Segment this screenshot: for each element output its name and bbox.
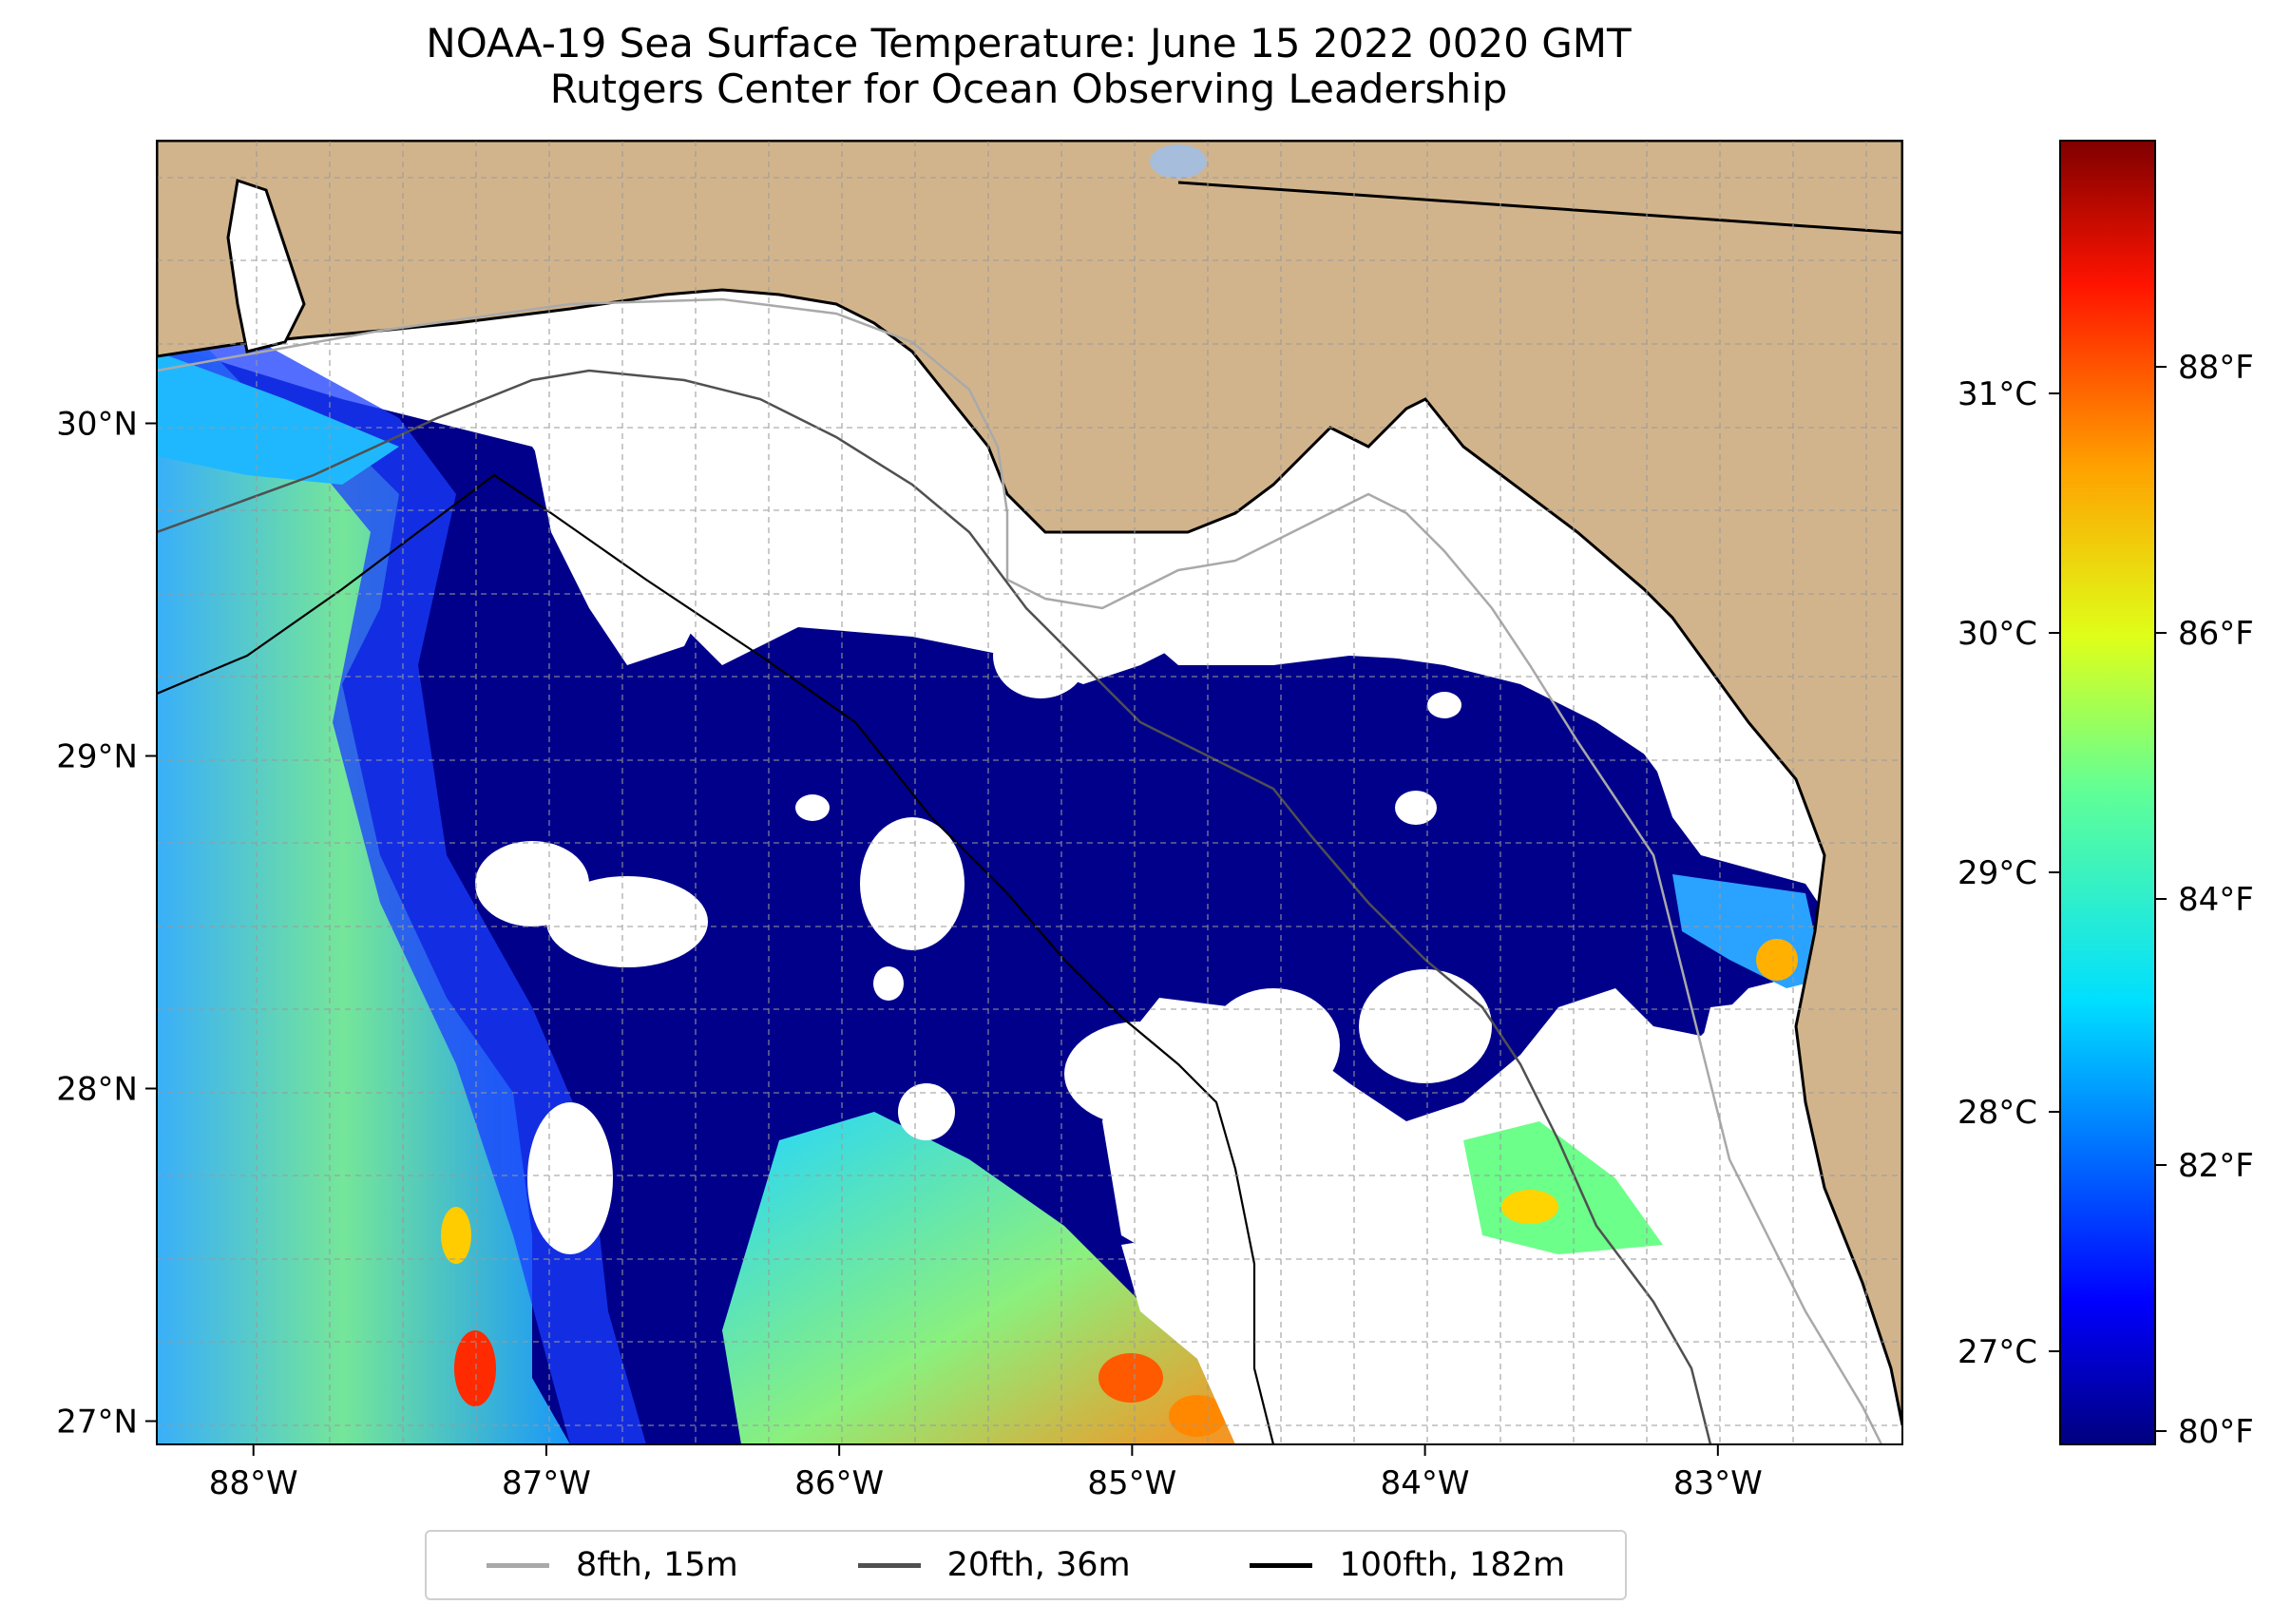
sst-hotspot-2 <box>441 1207 471 1264</box>
x-tick-label: 86°W <box>794 1464 884 1502</box>
y-tick-label: 27°N <box>56 1404 138 1442</box>
legend-item: 8fth, 15m <box>486 1546 738 1584</box>
colorbar-fahrenheit-ticks: 88°F 86°F 84°F 82°F 80°F <box>2155 349 2254 1451</box>
cloud-patch-3 <box>860 817 965 950</box>
mobile-bay <box>226 179 306 353</box>
cloud-patch-5 <box>1207 988 1340 1102</box>
contour-8fth <box>157 297 1883 1444</box>
y-tick-label: 30°N <box>56 406 138 444</box>
legend-label: 100fth, 182m <box>1339 1546 1566 1584</box>
cloud-patch-4 <box>1064 1022 1216 1126</box>
cb-f-tick-label: 84°F <box>2178 881 2254 919</box>
cloud-patch-southcentral <box>1121 1226 1634 1444</box>
legend-label: 20fth, 36m <box>946 1546 1131 1584</box>
legend-item: 20fth, 36m <box>857 1546 1131 1584</box>
colorbar <box>2059 140 2156 1445</box>
chart-title: NOAA-19 Sea Surface Temperature: June 15… <box>157 21 1900 112</box>
sst-hotspot-1 <box>454 1330 496 1406</box>
cb-f-tick-label: 80°F <box>2178 1413 2254 1451</box>
x-tick-label: 88°W <box>209 1464 298 1502</box>
cloud-patch-7 <box>1359 969 1492 1083</box>
title-line-1: NOAA-19 Sea Surface Temperature: June 15… <box>426 20 1632 67</box>
cloud-patch-11 <box>1427 692 1461 718</box>
cloud-patch-12 <box>795 794 830 821</box>
sst-blue-fringe <box>157 285 646 1444</box>
cb-c-tick-label: 31°C <box>1958 375 2037 413</box>
legend-label: 8fth, 15m <box>575 1546 738 1584</box>
x-tick-label: 87°W <box>502 1464 591 1502</box>
legend: 8fth, 15m 20fth, 36m 100fth, 182m <box>425 1530 1627 1600</box>
sst-warm-west <box>157 295 570 1444</box>
cloud-patch-8 <box>898 1083 955 1140</box>
sst-hotspot-4 <box>1169 1395 1226 1437</box>
sst-nearshore-west <box>157 352 399 485</box>
title-line-2: Rutgers Center for Ocean Observing Leade… <box>549 66 1508 112</box>
legend-line-swatch <box>1250 1562 1313 1568</box>
sst-hotspot-bigbend <box>1756 939 1798 981</box>
colorbar-celsius-ticks: 31°C 30°C 29°C 28°C 27°C <box>1958 375 2060 1371</box>
cloud-patch-6 <box>527 1102 613 1254</box>
cloud-patch-east <box>1520 998 1862 1444</box>
legend-line-swatch <box>486 1562 549 1568</box>
fl-state-line <box>1177 181 1902 235</box>
sst-hotspot-3 <box>1098 1353 1163 1403</box>
cloud-patch-13 <box>873 966 904 1001</box>
y-axis-ticks: 30°N 29°N 28°N 27°N <box>56 406 157 1442</box>
contour-20fth <box>157 369 1712 1444</box>
x-tick-label: 85°W <box>1087 1464 1176 1502</box>
cloud-patch-10 <box>1395 791 1437 825</box>
sst-warm-tampa <box>1463 1121 1663 1254</box>
cb-f-tick-label: 82°F <box>2178 1147 2254 1185</box>
sst-hotspot-tampa <box>1501 1190 1558 1224</box>
map-frame <box>156 140 1903 1445</box>
cb-c-tick-label: 27°C <box>1958 1333 2037 1371</box>
y-tick-label: 28°N <box>56 1071 138 1109</box>
land-north <box>157 141 1902 1426</box>
lake-seminole <box>1150 144 1207 179</box>
cb-c-tick-label: 30°C <box>1958 615 2037 653</box>
x-tick-label: 84°W <box>1381 1464 1470 1502</box>
legend-item: 100fth, 182m <box>1250 1546 1565 1584</box>
x-tick-label: 83°W <box>1673 1464 1763 1502</box>
cb-f-tick-label: 88°F <box>2178 349 2254 387</box>
x-axis-ticks: 88°W 87°W 86°W 85°W 84°W 83°W <box>209 1444 1763 1502</box>
contour-100fth <box>157 473 1275 1444</box>
cb-f-tick-label: 86°F <box>2178 615 2254 653</box>
gridlines <box>157 141 1902 1444</box>
map-panel <box>157 141 1902 1444</box>
legend-line-swatch <box>857 1562 921 1568</box>
y-tick-label: 29°N <box>56 738 138 776</box>
cloud-patch-2 <box>546 876 708 967</box>
cb-c-tick-label: 29°C <box>1958 854 2037 892</box>
cb-c-tick-label: 28°C <box>1958 1094 2037 1132</box>
